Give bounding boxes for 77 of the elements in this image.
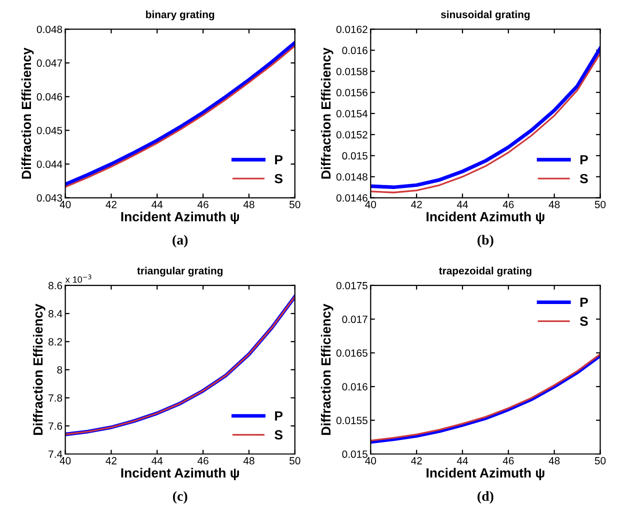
y-tick-label: 7.6	[48, 422, 62, 430]
x-tick-label: 48	[243, 200, 254, 208]
x-axis-title: Incident Azimuth ψ	[121, 468, 239, 480]
y-tick-label: 0.043	[36, 194, 62, 202]
y-tick-label: 8.4	[48, 310, 62, 318]
x-tick-label: 50	[290, 200, 300, 208]
y-tick-label: 0.015	[342, 152, 368, 160]
x-tick-label: 50	[594, 457, 606, 464]
x-tick-label: 40	[365, 200, 376, 208]
legend-label: S	[274, 430, 282, 440]
legend-label: S	[580, 316, 588, 326]
x-tick-label: 42	[411, 200, 422, 208]
y-tick-label: 7.8	[48, 394, 62, 402]
y-tick-label: 0.015	[342, 450, 368, 458]
chart-title: binary grating	[146, 10, 214, 20]
x-axis-title: Incident Azimuth ψ	[426, 468, 544, 480]
y-axis-title: Diffraction Efficiency	[320, 304, 334, 435]
legend-label: P	[275, 411, 283, 420]
x-tick-label: 46	[502, 457, 514, 464]
x-tick-label: 46	[502, 200, 514, 208]
text: (a)	[172, 234, 188, 248]
y-tick-label: 0.0152	[336, 131, 368, 138]
y-tick-label: 0.0148	[336, 173, 368, 181]
chart-title: sinusoidal grating	[440, 10, 530, 20]
x-tick-label: 48	[548, 457, 560, 464]
y-tick-label: 0.0146	[336, 194, 368, 202]
text: (c)	[173, 491, 188, 504]
x-tick-label: 40	[365, 457, 376, 464]
x-tick-label: 40	[60, 200, 71, 208]
x-tick-label: 46	[198, 457, 208, 464]
y-tick-label: 8.6	[48, 282, 62, 290]
y-tick-label: 8	[57, 366, 62, 374]
y-tick-label: 0.0155	[336, 416, 368, 424]
y-tick-label: 0.016	[342, 383, 368, 390]
y-tick-label: 0.0175	[336, 282, 368, 290]
y-axis-title: Diffraction Efficiency	[21, 48, 34, 179]
chart-title: trapezoidal grating	[438, 266, 532, 277]
y-tick-label: 0.046	[36, 93, 62, 101]
x-tick-label: 44	[152, 457, 163, 464]
x-tick-label: 44	[152, 200, 163, 208]
x-tick-label: 44	[456, 200, 468, 208]
x-axis-title: Incident Azimuth ψ	[426, 212, 544, 224]
y-tick-label: 0.0165	[336, 349, 368, 357]
y-tick-label: 7.4	[48, 450, 62, 458]
legend-label: P	[580, 155, 588, 164]
y-tick-label: 0.0162	[336, 26, 368, 34]
text: x 10$^{−3}$	[65, 274, 92, 283]
x-axis-title: Incident Azimuth ψ	[121, 212, 239, 224]
legend-label: S	[580, 174, 588, 184]
y-tick-label: 8.2	[48, 338, 62, 346]
x-tick-label: 42	[411, 457, 422, 464]
legend-label: P	[275, 155, 283, 164]
y-tick-label: 0.044	[36, 160, 62, 168]
x-tick-label: 42	[106, 457, 116, 464]
y-axis-title: Diffraction Efficiency	[32, 304, 46, 435]
legend-label: S	[274, 174, 282, 184]
y-tick-label: 0.048	[36, 26, 62, 34]
text: (d)	[478, 491, 494, 504]
x-tick-label: 48	[243, 457, 254, 464]
y-axis-title: Diffraction Efficiency	[320, 48, 334, 179]
y-tick-label: 0.0156	[336, 88, 368, 96]
legend-label: P	[580, 298, 588, 307]
x-tick-label: 48	[548, 200, 560, 208]
y-tick-label: 0.017	[342, 316, 368, 324]
x-tick-label: 46	[198, 200, 208, 208]
y-tick-label: 0.0154	[336, 110, 368, 118]
x-tick-label: 42	[106, 200, 116, 208]
x-tick-label: 50	[290, 457, 300, 464]
x-tick-label: 44	[456, 457, 468, 464]
text: (b)	[478, 234, 494, 248]
y-tick-label: 0.045	[36, 126, 62, 134]
x-tick-label: 40	[60, 457, 71, 464]
y-tick-label: 0.047	[36, 59, 62, 67]
x-tick-label: 50	[594, 200, 606, 208]
y-tick-label: 0.016	[342, 46, 368, 54]
chart-title: triangular grating	[137, 266, 223, 277]
y-tick-label: 0.0158	[336, 68, 368, 76]
